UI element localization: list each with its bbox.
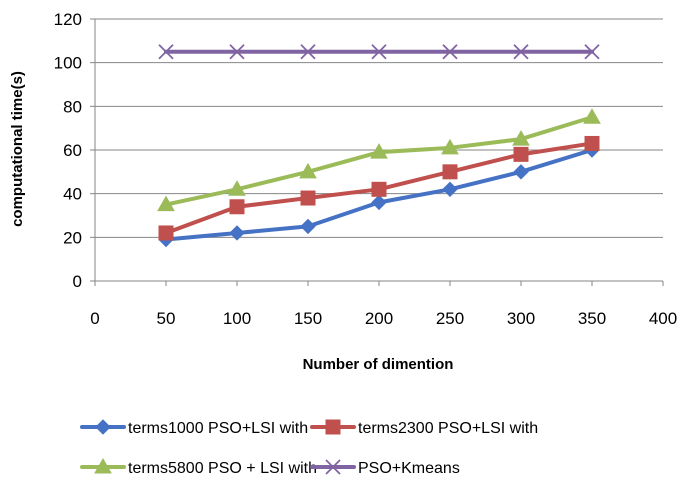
- series-1-point-3: [300, 218, 316, 235]
- series-4-point-1-stroke-b: [158, 44, 174, 60]
- series-2-point-3: [300, 190, 316, 206]
- legend-label-4: PSO+Kmeans: [358, 460, 460, 477]
- series-3-point-6: [512, 130, 530, 146]
- legend-swatch-marker-2: [325, 419, 341, 435]
- x-tick-label-150: 150: [294, 309, 322, 328]
- series-2-point-7: [584, 135, 600, 151]
- y-tick-label-40: 40: [63, 185, 82, 204]
- series-2-point-5: [442, 164, 458, 180]
- x-tick-label-0: 0: [90, 309, 99, 328]
- y-tick-label-0: 0: [73, 272, 82, 291]
- legend-label-1: terms1000 PSO+LSI with: [128, 420, 308, 437]
- series-1-point-5: [442, 181, 458, 198]
- tick-labels: 0 20 40 60 80 100 120 0 50 100 150 200 250 300 350 400: [54, 10, 678, 328]
- series-4-point-5: [442, 44, 458, 60]
- series-4: [158, 44, 600, 60]
- series-4-point-3-stroke-b: [300, 44, 316, 60]
- series-4-point-4: [371, 44, 387, 60]
- series-1-point-6: [513, 164, 529, 180]
- y-tick-label-100: 100: [54, 54, 82, 73]
- x-tick-label-300: 300: [507, 309, 535, 328]
- x-tick-label-350: 350: [578, 309, 606, 328]
- y-tick-label-20: 20: [63, 228, 82, 247]
- series-3-point-4: [370, 143, 388, 159]
- y-axis-title: computational time(s): [9, 71, 26, 227]
- series-2-point-6: [513, 146, 529, 162]
- series-3: [157, 108, 601, 212]
- legend-swatch-marker-4: [325, 459, 341, 475]
- series-1: [158, 142, 600, 248]
- legend-item-1: terms1000 PSO+LSI with: [80, 419, 308, 437]
- series-2: [158, 135, 600, 241]
- legend-label-3: terms5800 PSO + LSI with: [128, 460, 317, 477]
- series-4-point-3: [300, 44, 316, 60]
- series-4-point-1: [158, 44, 174, 60]
- series-4-point-5-stroke-b: [442, 44, 458, 60]
- series-1-point-2: [229, 225, 245, 241]
- series-4-point-6-stroke-b: [513, 44, 529, 60]
- legend-swatch-marker-4-stroke-b: [325, 459, 341, 475]
- series-1-point-4: [371, 194, 387, 211]
- y-tick-label-120: 120: [54, 10, 82, 29]
- series-4-point-4-stroke-b: [371, 44, 387, 60]
- series-2-point-2: [229, 199, 245, 215]
- legend-item-4: PSO+Kmeans: [310, 459, 460, 477]
- series-4-point-6: [513, 44, 529, 60]
- axes: [90, 18, 664, 286]
- x-tick-label-50: 50: [157, 309, 176, 328]
- series-4-point-7-stroke-b: [584, 44, 600, 60]
- series-2-point-1: [158, 225, 174, 241]
- x-tick-label-250: 250: [436, 309, 464, 328]
- legend-swatch-marker-3: [94, 457, 112, 474]
- legend-swatch-marker-1: [95, 419, 111, 435]
- legend-label-2: terms2300 PSO+LSI with: [358, 420, 538, 437]
- legend-item-2: terms2300 PSO+LSI with: [310, 419, 538, 437]
- x-tick-label-400: 400: [649, 309, 677, 328]
- series-3-point-2: [228, 180, 246, 196]
- series-3-point-1: [157, 195, 175, 212]
- legend-item-3: terms5800 PSO + LSI with: [80, 457, 317, 477]
- series-4-point-2-stroke-b: [229, 44, 245, 60]
- series-3-point-3: [299, 162, 317, 179]
- y-tick-label-60: 60: [63, 141, 82, 160]
- series-3-point-5: [441, 138, 459, 155]
- x-tick-label-200: 200: [365, 309, 393, 328]
- legend: terms1000 PSO+LSI with terms2300 PSO+LSI …: [80, 419, 538, 477]
- x-tick-label-100: 100: [223, 309, 251, 328]
- x-axis-title: Number of dimention: [303, 356, 454, 373]
- y-tick-label-80: 80: [63, 97, 82, 116]
- series-3-point-7: [583, 108, 601, 124]
- series-4-point-7: [584, 44, 600, 60]
- series-4-point-2: [229, 44, 245, 60]
- plot-area: [157, 44, 601, 248]
- series-2-point-4: [371, 181, 387, 197]
